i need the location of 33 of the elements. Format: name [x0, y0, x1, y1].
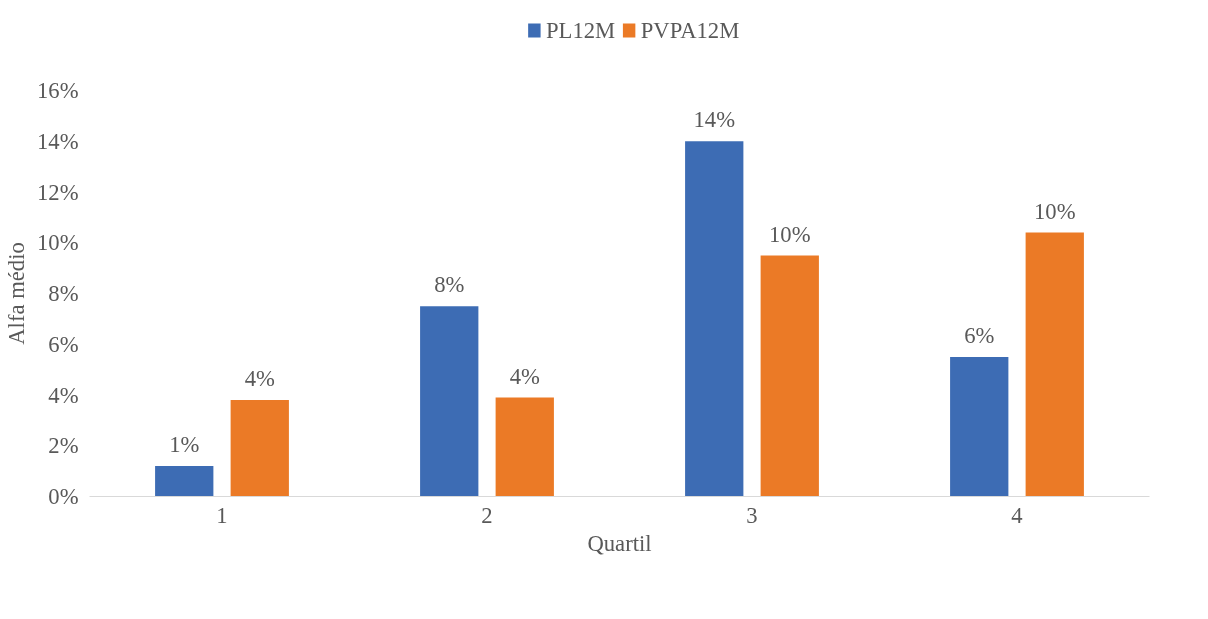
x-tick-label: 3: [746, 502, 758, 528]
bar: [685, 141, 744, 497]
y-tick-label: 2%: [48, 433, 79, 459]
x-tick-label: 2: [481, 502, 493, 528]
data-label: 14%: [693, 107, 736, 133]
bar: [1025, 232, 1084, 497]
data-label: 10%: [1034, 198, 1076, 224]
x-tick-label: 4: [1011, 502, 1023, 528]
y-tick-label: 6%: [48, 331, 79, 357]
bar: [420, 306, 479, 497]
legend-label: PL12M: [545, 18, 616, 43]
y-tick-label: 14%: [36, 128, 79, 154]
bar: [230, 400, 289, 497]
bar: [760, 255, 819, 497]
y-tick-label: 0%: [48, 484, 79, 509]
x-tick-label: 1: [216, 502, 228, 528]
y-tick-label: 12%: [36, 179, 79, 205]
y-tick-label: 4%: [48, 382, 79, 408]
y-tick-label: 16%: [36, 78, 79, 103]
data-label: 4%: [509, 363, 540, 389]
bar: [155, 466, 214, 497]
legend-label: PVPA12M: [640, 18, 740, 43]
bar: [495, 397, 554, 497]
bar: [950, 356, 1009, 497]
data-label: 10%: [769, 221, 811, 247]
data-label: 8%: [434, 272, 465, 298]
y-tick-label: 10%: [36, 230, 79, 256]
data-label: 6%: [964, 323, 995, 349]
x-axis-title: Quartil: [587, 530, 652, 556]
y-tick-label: 8%: [48, 281, 79, 306]
data-label: 1%: [169, 432, 200, 458]
data-label: 4%: [244, 366, 275, 392]
y-axis-title: Alfa médio: [3, 242, 29, 345]
